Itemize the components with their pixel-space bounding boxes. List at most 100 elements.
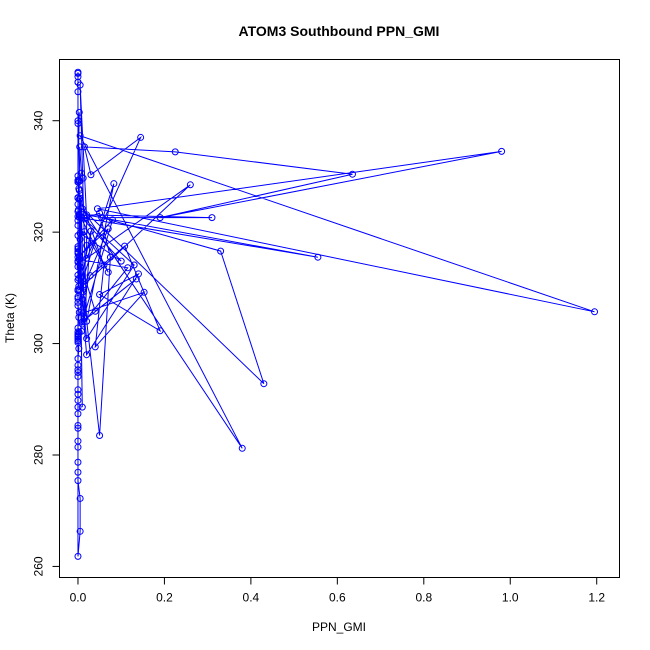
data-point	[74, 372, 82, 380]
data-point	[96, 432, 104, 439]
data-point	[74, 120, 82, 127]
data-point	[137, 133, 145, 141]
x-tick-label: 0.8	[415, 591, 432, 605]
data-point	[80, 281, 88, 289]
data-point	[79, 288, 87, 296]
data-point	[217, 247, 225, 255]
data-point	[75, 210, 83, 218]
data-point	[86, 272, 94, 280]
data-point	[74, 302, 82, 310]
data-point	[117, 257, 125, 265]
data-point	[75, 255, 83, 263]
data-point	[110, 180, 118, 188]
data-point	[74, 355, 82, 363]
x-tick-label: 0.4	[243, 591, 260, 605]
data-point	[78, 295, 86, 303]
data-point	[96, 291, 104, 299]
data-point	[87, 227, 95, 235]
data-point	[98, 214, 106, 222]
data-point	[74, 366, 82, 374]
data-point	[74, 410, 82, 418]
data-point	[75, 252, 83, 260]
data-point	[74, 468, 82, 476]
x-tick-label: 0.2	[156, 591, 173, 605]
y-tick-label: 300	[32, 333, 46, 353]
data-point	[140, 288, 148, 296]
plot-area	[74, 68, 599, 560]
data-point	[80, 143, 88, 151]
data-point	[238, 444, 246, 452]
data-point	[75, 345, 83, 353]
data-point	[93, 205, 101, 213]
data-point	[74, 369, 82, 377]
data-point	[130, 261, 138, 269]
data-point	[109, 216, 117, 224]
data-point	[87, 171, 95, 179]
data-point	[76, 143, 84, 151]
data-point	[156, 214, 164, 222]
data-point	[77, 268, 85, 276]
data-point	[78, 403, 86, 411]
data-point	[83, 335, 91, 343]
data-point	[74, 458, 82, 466]
x-axis-label: PPN_GMI	[312, 620, 366, 634]
data-point	[80, 228, 88, 236]
data-point	[75, 108, 83, 116]
data-point	[74, 78, 82, 86]
data-point	[74, 337, 82, 345]
data-point	[121, 242, 129, 250]
data-point	[100, 261, 108, 269]
y-tick-label: 340	[32, 110, 46, 130]
y-tick-label: 260	[32, 556, 46, 576]
data-point	[74, 443, 82, 451]
data-point	[76, 263, 84, 271]
data-point	[75, 328, 83, 336]
data-point	[74, 298, 82, 306]
data-point	[76, 229, 84, 237]
data-point	[74, 361, 82, 369]
x-tick-label: 0.6	[329, 591, 346, 605]
data-point	[208, 214, 216, 222]
data-point	[171, 148, 179, 156]
data-point	[80, 214, 88, 222]
data-point	[74, 396, 82, 404]
data-point	[260, 380, 268, 388]
y-axis: 260 280 300 320 340	[32, 110, 60, 576]
y-tick-label: 280	[32, 445, 46, 465]
y-tick-label: 320	[32, 222, 46, 242]
data-point	[75, 308, 83, 316]
data-point	[74, 386, 82, 394]
data-point	[124, 264, 132, 272]
y-axis-label: Theta (K)	[3, 293, 17, 343]
data-point	[74, 424, 82, 432]
data-point	[498, 147, 506, 155]
data-point	[74, 245, 82, 253]
data-point	[74, 294, 82, 302]
data-point	[91, 307, 99, 315]
data-point	[83, 254, 91, 262]
data-point	[76, 259, 84, 267]
data-point	[74, 552, 82, 560]
data-point	[74, 477, 82, 485]
data-point	[132, 275, 140, 283]
data-point	[78, 318, 86, 326]
data-point	[96, 209, 104, 217]
data-point	[104, 268, 112, 276]
data-point	[74, 194, 82, 202]
x-tick-label: 1.2	[588, 591, 605, 605]
x-tick-label: 0.0	[70, 591, 87, 605]
data-point	[74, 231, 82, 239]
data-point	[75, 195, 83, 203]
data-point	[314, 253, 322, 261]
data-point	[75, 186, 83, 194]
data-point	[83, 351, 91, 359]
data-point	[74, 403, 82, 411]
data-point	[74, 421, 82, 429]
data-point	[75, 213, 83, 221]
data-point	[78, 320, 86, 328]
data-point	[75, 274, 83, 282]
data-point	[74, 333, 82, 341]
data-point	[186, 181, 194, 189]
data-point	[74, 243, 82, 251]
data-point	[83, 242, 91, 250]
